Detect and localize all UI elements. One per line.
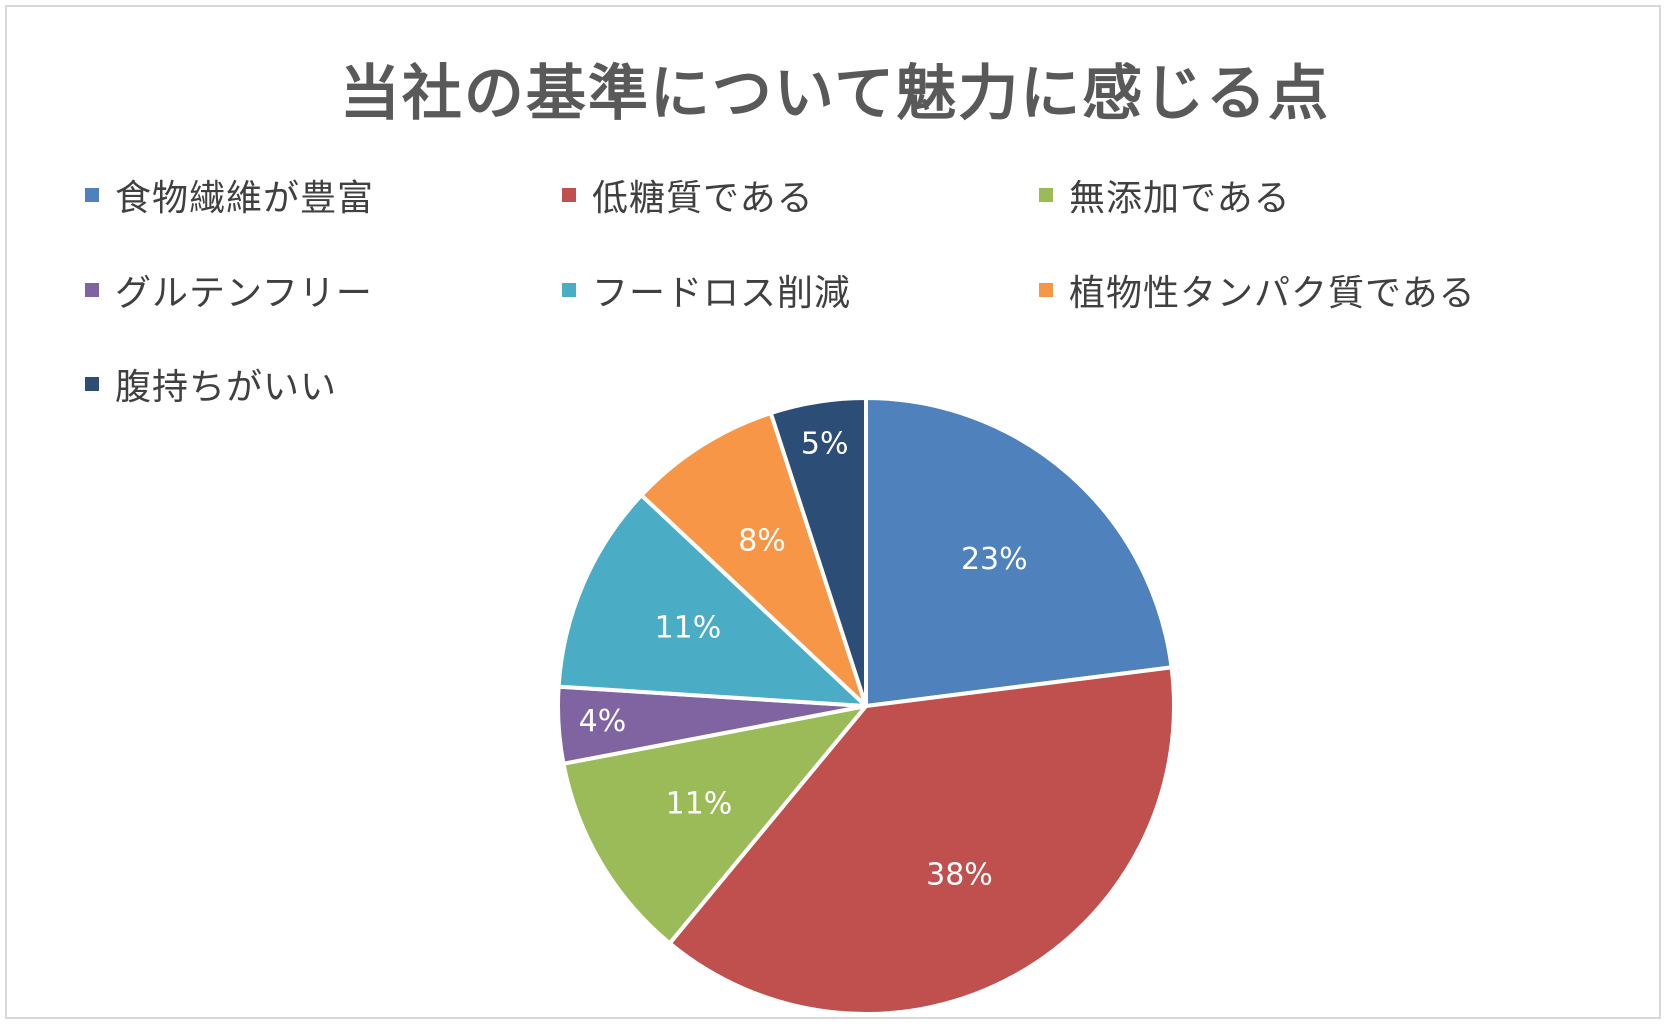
legend-item-haramochi: 腹持ちがいい <box>85 360 337 408</box>
pie-labels: 23% 38% 11% 4% 11% 8% 5% <box>579 427 1028 893</box>
legend-item-gluten-free: グルテンフリー <box>85 266 373 314</box>
legend-swatch <box>85 188 99 202</box>
pie-slice-6 <box>768 396 868 708</box>
pie-slice-4 <box>556 493 868 708</box>
legend-item-plant-protein: 植物性タンパク質である <box>1039 266 1476 314</box>
legend-item-shokumotsu-sen-i: 食物繊維が豊富 <box>85 171 374 219</box>
legend-swatch <box>562 283 576 297</box>
legend-swatch <box>85 377 99 391</box>
pie-slice-2 <box>561 704 868 946</box>
legend-item-food-loss: フードロス削減 <box>562 266 851 314</box>
legend-swatch <box>562 188 576 202</box>
pie-slice-label-1: 38% <box>926 858 993 893</box>
legend-swatch <box>1039 188 1053 202</box>
legend-label: グルテンフリー <box>115 273 373 314</box>
legend-label: フードロス削減 <box>592 273 852 314</box>
legend-label: 腹持ちがいい <box>115 367 338 408</box>
legend-item-tei-toushitsu: 低糖質である <box>562 171 814 219</box>
legend-label: 植物性タンパク質である <box>1069 273 1476 314</box>
pie-slices <box>556 396 1176 1016</box>
legend-label: 低糖質である <box>592 178 814 219</box>
pie-slice-0 <box>864 396 1174 708</box>
legend-item-mutenka: 無添加である <box>1039 171 1291 219</box>
pie-slice-label-6: 5% <box>801 427 849 462</box>
pie-slice-label-0: 23% <box>961 542 1028 577</box>
pie-slice-label-4: 11% <box>655 610 722 645</box>
pie-slice-5 <box>639 411 868 708</box>
legend-label: 無添加である <box>1069 178 1291 219</box>
pie-slice-1 <box>667 665 1176 1016</box>
legend-label: 食物繊維が豊富 <box>115 178 375 219</box>
legend-swatch <box>1039 283 1053 297</box>
pie-slice-label-3: 4% <box>579 704 627 739</box>
chart-title: 当社の基準について魅力に感じる点 <box>339 59 1331 129</box>
legend-swatch <box>85 283 99 297</box>
pie-slice-label-2: 11% <box>666 786 733 821</box>
pie-slice-label-5: 8% <box>738 524 786 559</box>
